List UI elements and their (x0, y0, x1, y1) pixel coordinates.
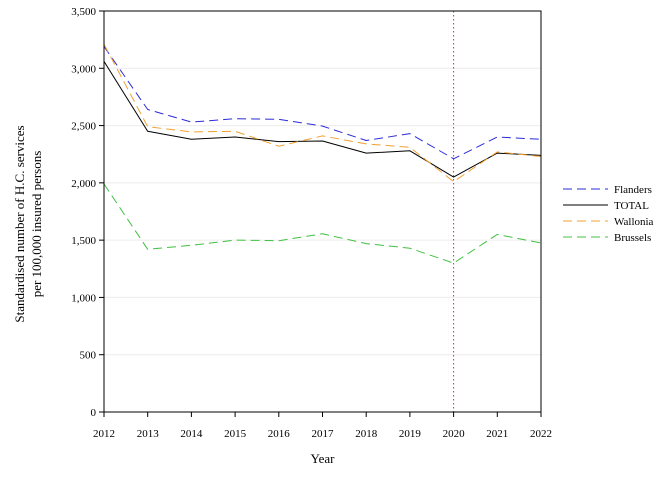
x-tick-label: 2016 (268, 428, 291, 440)
legend-label: Wallonia (614, 216, 654, 228)
gridlines (104, 67, 541, 356)
x-axis: 2012 2013 2014 2015 2016 2017 2018 2019 2020 2021… (93, 412, 552, 440)
x-tick-label: 2022 (530, 428, 552, 440)
y-tick-label: 2,500 (71, 121, 96, 133)
x-axis-title: Year (311, 451, 336, 466)
x-tick-label: 2020 (443, 428, 466, 440)
legend: Flanders TOTAL Wallonia Brussels (563, 184, 654, 244)
y-tick-label: 500 (80, 350, 97, 362)
legend-item-flanders: Flanders (563, 184, 652, 196)
series-lines (103, 43, 542, 264)
series-line-flanders (103, 46, 542, 160)
y-axis-title-line-2: per 100,000 insured persons (29, 151, 44, 298)
y-axis: 0 500 1,000 1,500 2,000 2,500 3,000 3,500 (71, 6, 104, 419)
y-tick-label: 1,500 (71, 235, 96, 247)
legend-item-wallonia: Wallonia (563, 216, 654, 228)
y-tick-label: 1,000 (71, 292, 96, 304)
x-tick-label: 2015 (224, 428, 247, 440)
series-line-wallonia (103, 43, 542, 183)
legend-label: Flanders (614, 184, 652, 196)
series-line-total (103, 61, 542, 178)
x-tick-label: 2012 (93, 428, 115, 440)
y-tick-label: 3,500 (71, 6, 96, 18)
x-tick-label: 2018 (355, 428, 378, 440)
legend-label: TOTAL (614, 200, 649, 212)
legend-label: Brussels (614, 232, 651, 244)
legend-item-brussels: Brussels (563, 232, 651, 244)
y-tick-label: 0 (91, 407, 97, 419)
x-tick-label: 2019 (399, 428, 422, 440)
y-tick-label: 2,000 (71, 178, 96, 190)
series-line-brussels (103, 183, 542, 264)
y-axis-title: Standardised number of H.C. services per… (12, 125, 44, 322)
plot-frame (103, 10, 542, 413)
legend-item-total: TOTAL (563, 200, 649, 212)
x-tick-label: 2021 (486, 428, 508, 440)
x-tick-label: 2017 (312, 428, 335, 440)
y-tick-label: 3,000 (71, 63, 96, 75)
x-tick-label: 2014 (180, 428, 203, 440)
y-axis-title-line-1: Standardised number of H.C. services (12, 125, 27, 322)
x-tick-label: 2013 (137, 428, 160, 440)
